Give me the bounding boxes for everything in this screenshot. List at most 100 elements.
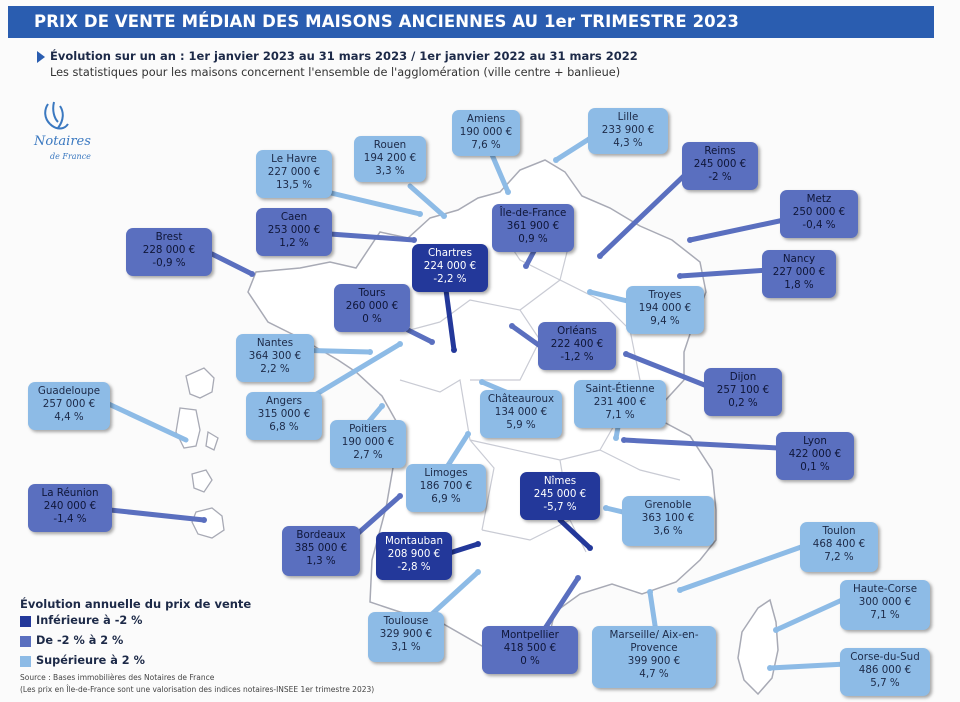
city-name: Caen: [280, 211, 308, 223]
legend-swatch-mid: [20, 636, 31, 647]
legend-label: Inférieure à -2 %: [36, 614, 143, 627]
city-price: 233 900 €: [601, 124, 655, 136]
city-change: 7,6 %: [471, 139, 501, 151]
city-box-montpellier[interactable]: Montpellier 418 500 € 0 %: [482, 626, 578, 674]
city-change: 0,9 %: [518, 233, 548, 245]
city-price: 240 000 €: [43, 500, 97, 512]
city-box-marseille[interactable]: Marseille/ Aix-en-Provence 399 900 € 4,7…: [592, 626, 716, 688]
city-name: Lille: [617, 111, 639, 123]
city-box-la-reunion[interactable]: La Réunion 240 000 € -1,4 %: [28, 484, 112, 532]
city-name: Poitiers: [349, 423, 387, 435]
city-price: 190 000 €: [341, 436, 395, 448]
city-box-angers[interactable]: Angers 315 000 € 6,8 %: [246, 392, 322, 440]
city-name: Saint-Étienne: [585, 383, 655, 395]
city-box-guadeloupe[interactable]: Guadeloupe 257 000 € 4,4 %: [28, 382, 110, 430]
city-price: 194 200 €: [363, 152, 417, 164]
city-box-le-havre[interactable]: Le Havre 227 000 € 13,5 %: [256, 150, 332, 198]
city-change: 7,1 %: [870, 609, 900, 621]
city-box-nancy[interactable]: Nancy 227 000 € 1,8 %: [762, 250, 836, 298]
city-change: 3,1 %: [391, 641, 421, 653]
legend-title: Évolution annuelle du prix de vente: [20, 597, 252, 611]
source-line-2: (Les prix en Île-de-France sont une valo…: [20, 685, 375, 694]
city-change: 4,3 %: [613, 137, 643, 149]
source-line-1: Source : Bases immobilières des Notaires…: [20, 673, 215, 682]
city-box-caen[interactable]: Caen 253 000 € 1,2 %: [256, 208, 332, 256]
city-dots-low: [451, 347, 593, 551]
city-change: 0 %: [520, 655, 540, 667]
city-name: Tours: [358, 287, 386, 299]
city-change: 7,1 %: [605, 409, 635, 421]
city-name: Limoges: [424, 467, 468, 479]
city-price: 418 500 €: [503, 642, 557, 654]
city-box-ile-de-france[interactable]: Île-de-France 361 900 € 0,9 %: [492, 204, 574, 252]
city-box-amiens[interactable]: Amiens 190 000 € 7,6 %: [452, 110, 520, 156]
city-box-toulon[interactable]: Toulon 468 400 € 7,2 %: [800, 522, 878, 572]
city-box-montauban[interactable]: Montauban 208 900 € -2,8 %: [376, 532, 452, 580]
city-change: 2,7 %: [353, 449, 383, 461]
city-box-nimes[interactable]: Nîmes 245 000 € -5,7 %: [520, 472, 600, 520]
city-box-tours[interactable]: Tours 260 000 € 0 %: [334, 284, 410, 332]
city-box-metz[interactable]: Metz 250 000 € -0,4 %: [780, 190, 858, 238]
city-price: 422 000 €: [788, 448, 842, 460]
city-price: 134 000 €: [494, 406, 548, 418]
city-price: 260 000 €: [345, 300, 399, 312]
city-price: 245 000 €: [693, 158, 747, 170]
city-change: -2 %: [708, 171, 732, 183]
city-change: 2,2 %: [260, 363, 290, 375]
city-box-reims[interactable]: Reims 245 000 € -2 %: [682, 142, 758, 190]
city-box-nantes[interactable]: Nantes 364 300 € 2,2 %: [236, 334, 314, 382]
city-box-lyon[interactable]: Lyon 422 000 € 0,1 %: [776, 432, 854, 480]
city-price: 329 900 €: [379, 628, 433, 640]
city-price: 186 700 €: [419, 480, 473, 492]
city-price: 227 000 €: [772, 266, 826, 278]
city-box-toulouse[interactable]: Toulouse 329 900 € 3,1 %: [368, 612, 444, 662]
legend-label: De -2 % à 2 %: [36, 634, 124, 647]
city-box-limoges[interactable]: Limoges 186 700 € 6,9 %: [406, 464, 486, 512]
city-box-rouen[interactable]: Rouen 194 200 € 3,3 %: [354, 136, 426, 182]
city-price: 227 000 €: [267, 166, 321, 178]
city-box-corse-du-sud[interactable]: Corse-du-Sud 486 000 € 5,7 %: [840, 648, 930, 696]
city-box-troyes[interactable]: Troyes 194 000 € 9,4 %: [626, 286, 704, 334]
city-name: Orléans: [557, 325, 597, 337]
city-name: Amiens: [466, 113, 506, 125]
city-box-haute-corse[interactable]: Haute-Corse 300 000 € 7,1 %: [840, 580, 930, 630]
region-borders: [360, 229, 681, 553]
city-dots-high: [367, 157, 779, 671]
logo-subtext: de France: [50, 152, 91, 161]
city-price: 486 000 €: [858, 664, 912, 676]
city-price: 231 400 €: [593, 396, 647, 408]
city-name: Metz: [806, 193, 832, 205]
city-change: 5,7 %: [870, 677, 900, 689]
city-name: Toulouse: [383, 615, 429, 627]
city-box-chartres[interactable]: Chartres 224 000 € -2,2 %: [412, 244, 488, 292]
city-name: Guadeloupe: [37, 385, 101, 397]
city-price: 315 000 €: [257, 408, 311, 420]
city-change: -2,8 %: [397, 561, 431, 573]
city-box-orleans[interactable]: Orléans 222 400 € -1,2 %: [538, 322, 616, 370]
city-box-chateauroux[interactable]: Châteauroux 134 000 € 5,9 %: [480, 390, 562, 438]
guadeloupe-outline: [175, 367, 219, 451]
city-box-bordeaux[interactable]: Bordeaux 385 000 € 1,3 %: [282, 526, 360, 576]
page-title: PRIX DE VENTE MÉDIAN DES MAISONS ANCIENN…: [34, 12, 739, 31]
notaires-logo: Notaires de France: [30, 100, 110, 170]
city-price: 253 000 €: [267, 224, 321, 236]
city-change: 4,7 %: [639, 668, 669, 680]
city-price: 257 000 €: [42, 398, 96, 410]
city-change: -1,4 %: [53, 513, 87, 525]
city-change: -5,7 %: [543, 501, 577, 513]
city-name: Angers: [265, 395, 303, 407]
city-change: 1,8 %: [784, 279, 814, 291]
city-name: Bordeaux: [296, 529, 346, 541]
city-change: 13,5 %: [276, 179, 312, 191]
city-change: 0,2 %: [728, 397, 758, 409]
city-box-lille[interactable]: Lille 233 900 € 4,3 %: [588, 108, 668, 154]
city-box-grenoble[interactable]: Grenoble 363 100 € 3,6 %: [622, 496, 714, 546]
city-name: Nancy: [782, 253, 816, 265]
city-box-dijon[interactable]: Dijon 257 100 € 0,2 %: [704, 368, 782, 416]
city-change: 0 %: [362, 313, 382, 325]
city-box-saint-etienne[interactable]: Saint-Étienne 231 400 € 7,1 %: [574, 380, 666, 428]
city-change: 9,4 %: [650, 315, 680, 327]
city-box-poitiers[interactable]: Poitiers 190 000 € 2,7 %: [330, 420, 406, 468]
city-box-brest[interactable]: Brest 228 000 € -0,9 %: [126, 228, 212, 276]
city-change: 4,4 %: [54, 411, 84, 423]
